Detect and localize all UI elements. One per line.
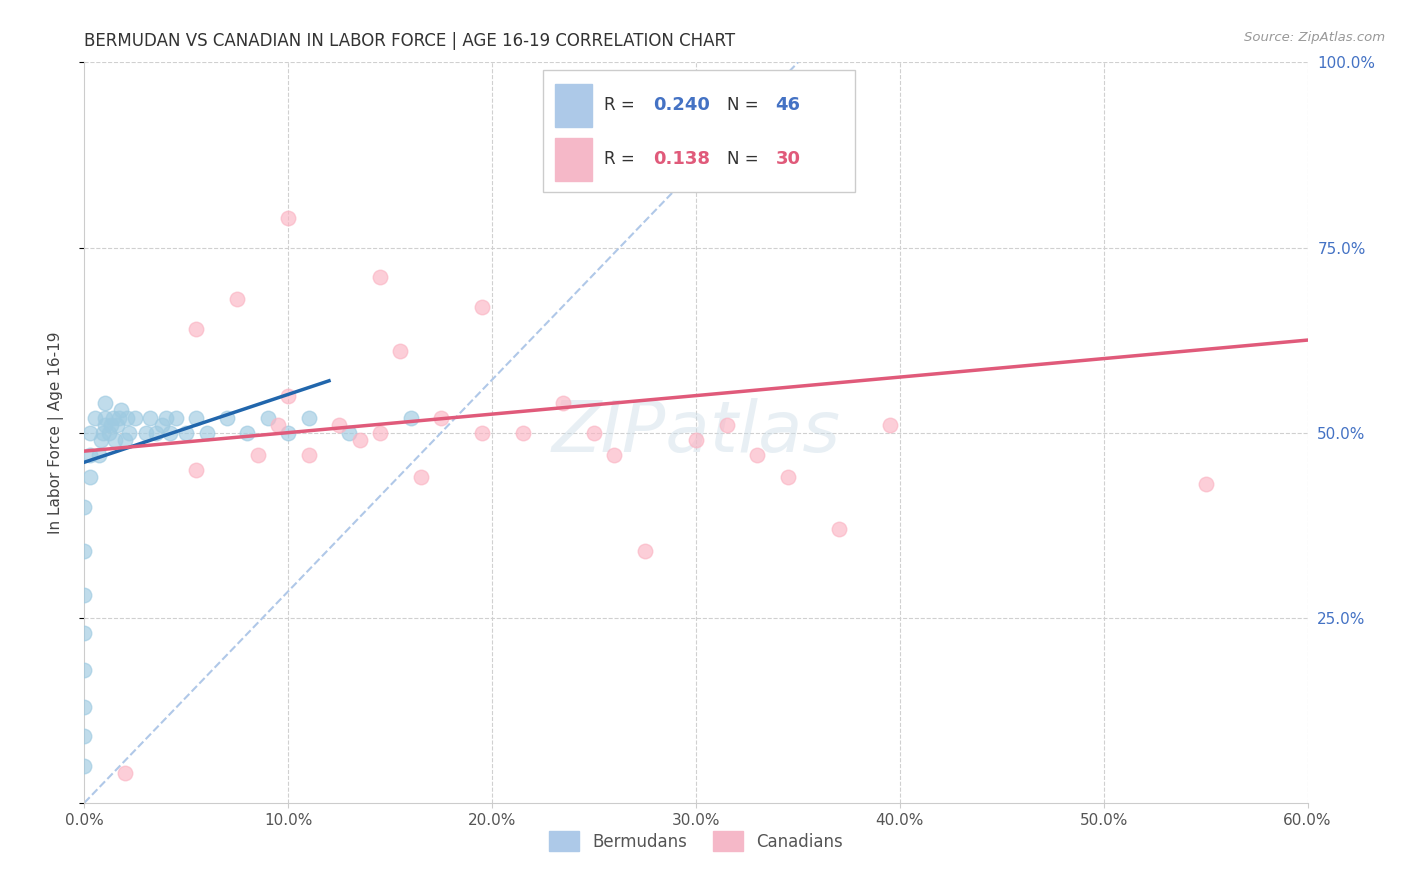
Point [87,448,110,462]
Point [101,410,124,425]
Text: 46: 46 [776,96,800,114]
Point [155,410,177,425]
Point [93,396,115,410]
Text: N =: N = [727,96,763,114]
Point [114,433,136,447]
Point [73,544,96,558]
Point [339,425,361,440]
Point [399,410,422,425]
Point [124,410,146,425]
Point [93,410,115,425]
Point [73,589,96,603]
Point [349,433,371,447]
Point [298,410,321,425]
Point [583,425,606,440]
Text: BERMUDAN VS CANADIAN IN LABOR FORCE | AGE 16-19 CORRELATION CHART: BERMUDAN VS CANADIAN IN LABOR FORCE | AG… [84,32,735,50]
Point [776,470,799,484]
Point [114,766,136,780]
Bar [555,84,592,127]
Point [226,293,249,307]
Point [104,433,127,447]
Point [110,403,132,417]
Y-axis label: In Labor Force | Age 16-19: In Labor Force | Age 16-19 [48,331,63,534]
Text: 0.138: 0.138 [654,151,710,169]
Point [135,425,157,440]
Point [138,410,160,425]
Point [97,425,120,440]
Point [747,448,769,462]
Point [165,410,187,425]
Point [409,470,432,484]
Point [108,410,131,425]
Point [73,729,96,743]
Legend: Bermudans, Canadians: Bermudans, Canadians [543,825,849,857]
Text: ZIPatlas: ZIPatlas [551,398,841,467]
Point [73,699,96,714]
Point [186,462,208,476]
Point [277,388,299,402]
Point [79,470,101,484]
Text: 30: 30 [776,151,800,169]
Text: R =: R = [605,151,645,169]
Point [1195,477,1218,491]
Point [186,410,208,425]
Point [685,433,707,447]
Point [186,322,208,336]
Point [118,425,141,440]
Point [257,410,280,425]
Point [603,448,626,462]
Point [512,425,534,440]
Point [79,425,101,440]
Point [471,425,494,440]
Text: R =: R = [605,96,640,114]
Point [79,448,101,462]
Point [298,448,321,462]
Point [100,418,122,433]
Point [879,418,901,433]
Bar [555,138,592,181]
Point [83,410,105,425]
Point [150,418,173,433]
Point [90,433,112,447]
Point [328,418,350,433]
Point [430,410,453,425]
FancyBboxPatch shape [543,70,855,192]
Point [277,425,299,440]
Point [368,270,391,285]
Point [93,418,115,433]
Text: 0.240: 0.240 [654,96,710,114]
Point [145,425,167,440]
Point [73,758,96,772]
Text: N =: N = [727,151,763,169]
Point [195,425,218,440]
Point [159,425,181,440]
Point [716,418,738,433]
Point [828,522,851,536]
Point [236,425,259,440]
Point [105,418,128,433]
Point [471,300,494,314]
Point [246,448,269,462]
Point [277,211,299,225]
Point [634,544,657,558]
Point [115,410,138,425]
Point [389,344,412,359]
Point [553,396,575,410]
Point [73,663,96,677]
Point [368,425,391,440]
Point [73,625,96,640]
Point [91,425,114,440]
Point [217,410,239,425]
Text: Source: ZipAtlas.com: Source: ZipAtlas.com [1244,31,1385,45]
Point [73,500,96,514]
Point [267,418,290,433]
Point [174,425,197,440]
